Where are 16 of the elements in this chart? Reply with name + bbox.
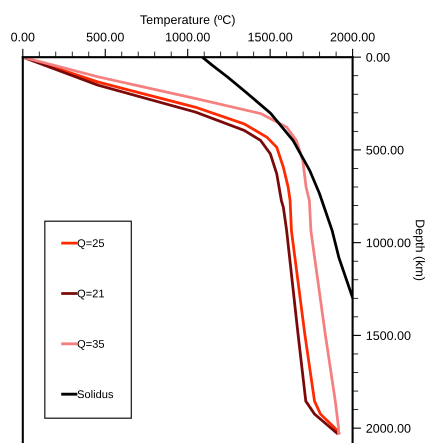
y-tick-label: 1500.00 [366, 331, 410, 340]
y-axis-title: Depth (km) [413, 220, 425, 280]
legend-label: Q=21 [78, 290, 104, 300]
legend-label: Solidus [78, 390, 114, 398]
legend-label: Q=25 [78, 239, 104, 250]
x-tick-label: 500.00 [86, 32, 124, 42]
y-tick-label: 500.00 [366, 146, 404, 155]
legend-label: Q=35 [78, 340, 104, 350]
x-axis-title: Temperature (ºC) [140, 14, 235, 27]
x-tick-label: 0.00 [11, 32, 34, 42]
y-tick-label: 1000.00 [366, 238, 410, 248]
x-tick-label: 2000.00 [330, 32, 375, 42]
x-tick-label: 1000.00 [166, 32, 210, 42]
y-tick-label: 0.00 [366, 52, 390, 62]
y-tick-label: 2000.00 [366, 424, 410, 433]
x-tick-label: 1500.00 [248, 32, 292, 42]
